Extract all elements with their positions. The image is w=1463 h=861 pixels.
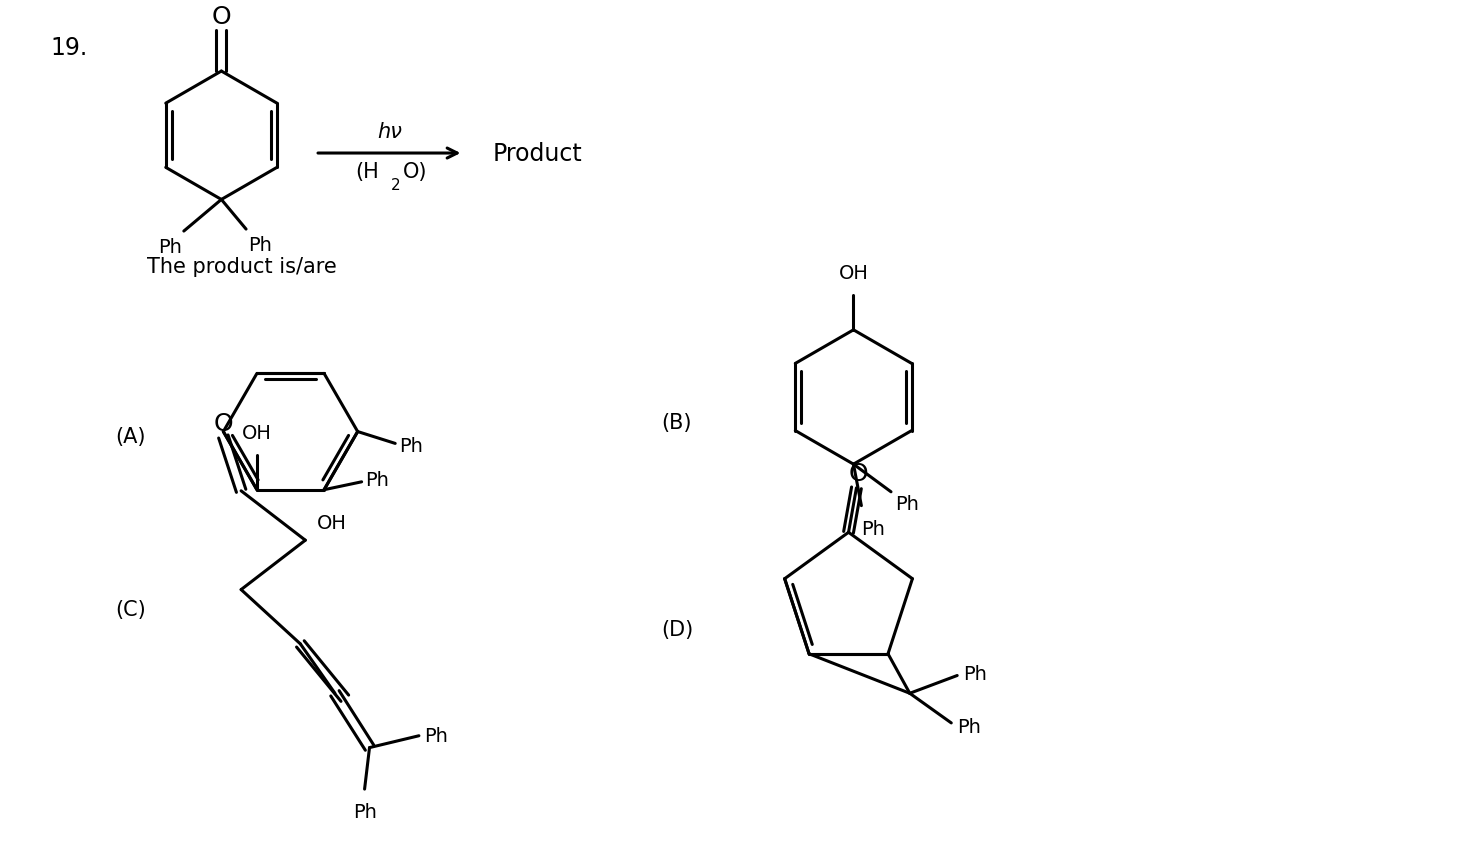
Text: Ph: Ph <box>158 238 181 257</box>
Text: (H: (H <box>356 162 379 182</box>
Text: O: O <box>214 412 233 435</box>
Text: (B): (B) <box>661 412 692 432</box>
Text: Ph: Ph <box>957 717 982 736</box>
Text: Ph: Ph <box>424 727 448 746</box>
Text: Ph: Ph <box>249 236 272 255</box>
Text: (A): (A) <box>116 427 146 447</box>
Text: O: O <box>212 4 231 28</box>
Text: Ph: Ph <box>963 664 988 684</box>
Text: Ph: Ph <box>895 494 919 513</box>
Text: 19.: 19. <box>51 35 88 59</box>
Text: OH: OH <box>241 424 272 443</box>
Text: OH: OH <box>838 264 869 283</box>
Text: (C): (C) <box>116 599 146 620</box>
Text: OH: OH <box>317 514 347 533</box>
Text: (D): (D) <box>661 619 693 640</box>
Text: O: O <box>849 461 868 486</box>
Text: hν: hν <box>377 122 402 142</box>
Text: Product: Product <box>493 142 582 166</box>
Text: Ph: Ph <box>862 520 885 539</box>
Text: Ph: Ph <box>366 471 389 490</box>
Text: The product is/are: The product is/are <box>148 257 336 276</box>
Text: Ph: Ph <box>399 437 423 455</box>
Text: Ph: Ph <box>353 802 376 821</box>
Text: O): O) <box>404 162 427 182</box>
Text: 2: 2 <box>391 177 401 193</box>
